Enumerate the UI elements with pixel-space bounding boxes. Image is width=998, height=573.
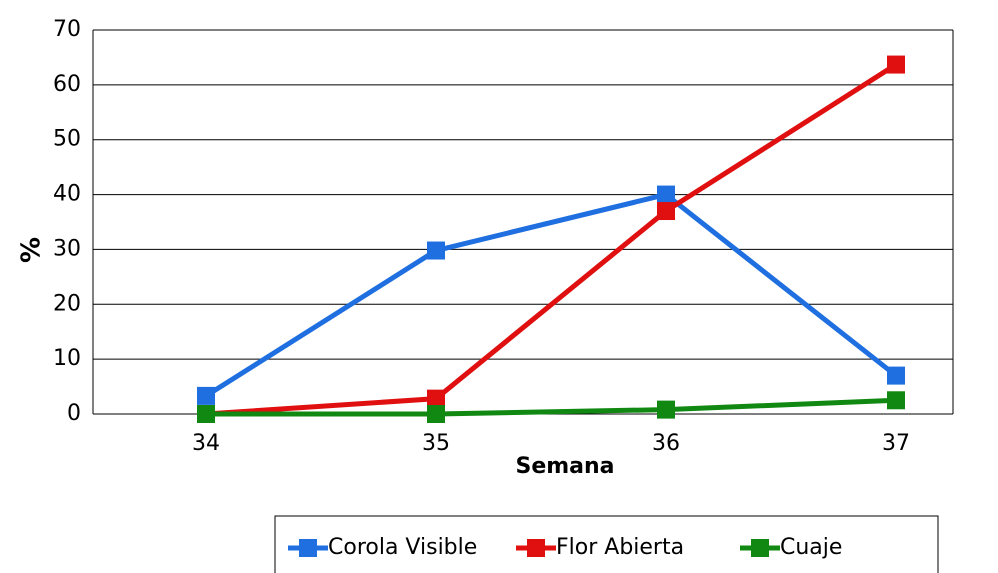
data-point (657, 202, 675, 221)
legend-marker (751, 539, 769, 557)
y-tick-label: 70 (53, 17, 81, 42)
legend-label: Flor Abierta (556, 535, 684, 560)
legend-label: Cuaje (780, 535, 842, 560)
data-point (427, 405, 445, 423)
x-tick-label: 37 (882, 431, 910, 456)
legend-label: Corola Visible (328, 535, 477, 560)
data-point (197, 405, 215, 423)
data-point (427, 389, 445, 408)
legend-marker (299, 539, 317, 557)
data-point (427, 241, 445, 260)
y-tick-label: 40 (53, 182, 81, 207)
y-tick-label: 60 (53, 72, 81, 97)
x-tick-label: 34 (192, 431, 220, 456)
data-point (657, 400, 675, 419)
legend-marker (527, 539, 545, 557)
y-tick-label: 50 (53, 127, 81, 152)
y-tick-label: 30 (53, 236, 81, 261)
data-point (887, 55, 905, 74)
y-tick-label: 20 (53, 291, 81, 316)
data-point (887, 366, 905, 385)
x-tick-label: 35 (422, 431, 450, 456)
data-point (197, 386, 215, 405)
y-axis-label: % (17, 237, 47, 263)
x-axis-label: Semana (515, 454, 614, 479)
x-tick-label: 36 (652, 431, 680, 456)
data-point (657, 185, 675, 204)
series-line (206, 397, 897, 417)
legend-box (274, 515, 939, 573)
data-point (887, 391, 905, 410)
y-tick-label: 0 (67, 401, 81, 426)
series-line (205, 62, 898, 417)
y-tick-label: 10 (53, 346, 81, 371)
series-line (204, 191, 898, 399)
